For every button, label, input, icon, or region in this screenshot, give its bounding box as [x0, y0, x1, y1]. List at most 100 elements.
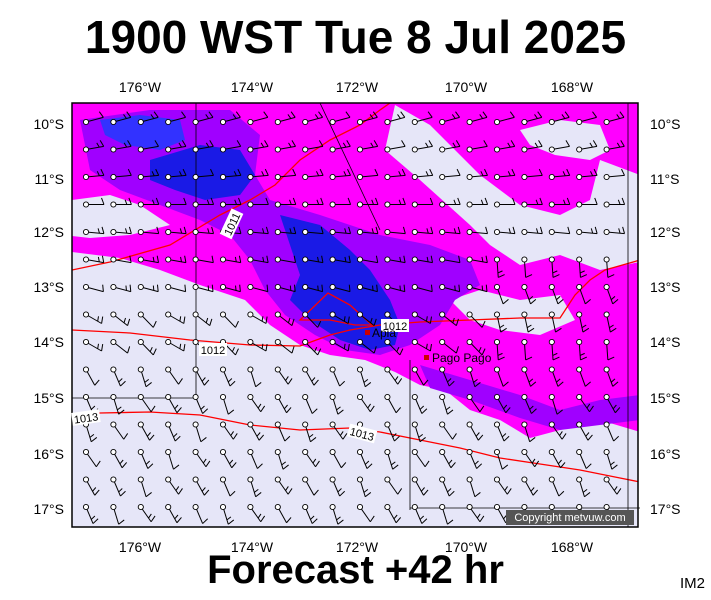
wind-barb [356, 448, 373, 469]
lat-label: 17°S [33, 501, 64, 517]
wind-barb [329, 393, 344, 415]
wind-barb [439, 393, 454, 415]
wind-barb [493, 226, 516, 236]
wind-barb [165, 476, 183, 495]
wind-barb [493, 311, 507, 333]
wind-barb [356, 283, 378, 293]
wind-barb [165, 197, 187, 208]
wind-barb [603, 421, 620, 442]
wind-barb [356, 197, 379, 208]
wind-barb [247, 393, 266, 413]
wind-barb [192, 140, 214, 153]
wind-barb [219, 168, 242, 181]
wind-barb [82, 366, 100, 386]
wind-barb [302, 476, 319, 496]
lat-label: 13°S [650, 279, 681, 295]
wind-barb [493, 140, 516, 153]
wind-barb [521, 111, 543, 126]
lat-label: 10°S [33, 116, 64, 132]
wind-barb [165, 421, 181, 442]
wind-barb [439, 140, 461, 153]
lon-label: 174°W [231, 539, 274, 555]
wind-barb [384, 338, 404, 356]
wind-barb [356, 255, 379, 264]
wind-barb [548, 366, 564, 387]
wind-barb [110, 421, 129, 440]
wind-barb [493, 393, 511, 414]
lat-label: 11°S [650, 171, 679, 187]
wind-barb [603, 338, 615, 361]
wind-barb [356, 393, 375, 413]
wind-barb [548, 111, 570, 126]
wind-barb [165, 140, 187, 153]
wind-barb [411, 311, 433, 324]
wind-barb [493, 111, 515, 126]
wind-barb [521, 366, 537, 387]
wind-barb [82, 338, 104, 352]
svg-text:Pago Pago: Pago Pago [432, 351, 492, 365]
wind-barb [411, 111, 433, 126]
wind-barb [439, 168, 461, 181]
wind-barb [521, 393, 537, 414]
wind-barb [192, 283, 214, 293]
wind-barb [384, 197, 406, 208]
wind-barb [110, 393, 125, 415]
wind-barb [384, 393, 402, 414]
lon-label: 174°W [231, 79, 274, 95]
wind-barb [274, 226, 297, 236]
rain-band-medium [420, 365, 638, 430]
wind-barb [192, 503, 209, 524]
wind-barb [439, 421, 457, 440]
wind-barb [493, 476, 512, 495]
wind-barb [439, 197, 461, 208]
wind-barb [466, 140, 488, 153]
longitude-labels-bottom: 176°W 174°W 172°W 170°W 168°W [119, 539, 594, 555]
wind-barb [219, 366, 236, 387]
wind-barb [466, 197, 489, 208]
wind-barb [274, 338, 295, 354]
lon-label: 168°W [551, 79, 594, 95]
wind-barb [110, 140, 132, 153]
wind-barb [603, 140, 625, 153]
lat-label: 12°S [33, 224, 64, 240]
wind-barb [302, 421, 317, 443]
wind-barb [521, 448, 540, 468]
wind-barb [274, 255, 297, 264]
wind-barb [137, 448, 154, 469]
wind-barb [576, 311, 590, 333]
isobar-line [72, 411, 638, 483]
isobar-label: 1013 [71, 409, 101, 427]
wind-barb [192, 311, 213, 326]
wind-barb [110, 476, 126, 497]
wind-barb [274, 168, 297, 181]
wind-barb [192, 393, 209, 414]
wind-barb [603, 168, 625, 181]
wind-barb [548, 256, 560, 278]
wind-barb [82, 197, 105, 208]
wind-barb [137, 476, 152, 498]
lat-label: 15°S [33, 390, 64, 406]
wind-barb [493, 421, 510, 442]
wind-barb [356, 226, 379, 236]
wind-barb [274, 476, 293, 495]
wind-barb [439, 448, 456, 469]
wind-barb [165, 393, 182, 414]
rain-gap [450, 290, 575, 335]
wind-barb [548, 338, 560, 361]
wind-barb [411, 393, 428, 414]
wind-barb [356, 338, 377, 354]
wind-barb [439, 111, 460, 126]
wind-barb [439, 255, 461, 264]
wind-barb [219, 197, 242, 208]
wind-barb [274, 503, 292, 524]
wind-barb [576, 366, 591, 387]
wind-barb [466, 421, 484, 441]
wind-barb [384, 168, 406, 181]
wind-barb [137, 393, 156, 413]
wind-barb [603, 283, 619, 305]
wind-barb [165, 338, 186, 352]
wind-barb [137, 255, 160, 264]
wind-barb [274, 366, 293, 385]
wind-barb [247, 283, 269, 293]
